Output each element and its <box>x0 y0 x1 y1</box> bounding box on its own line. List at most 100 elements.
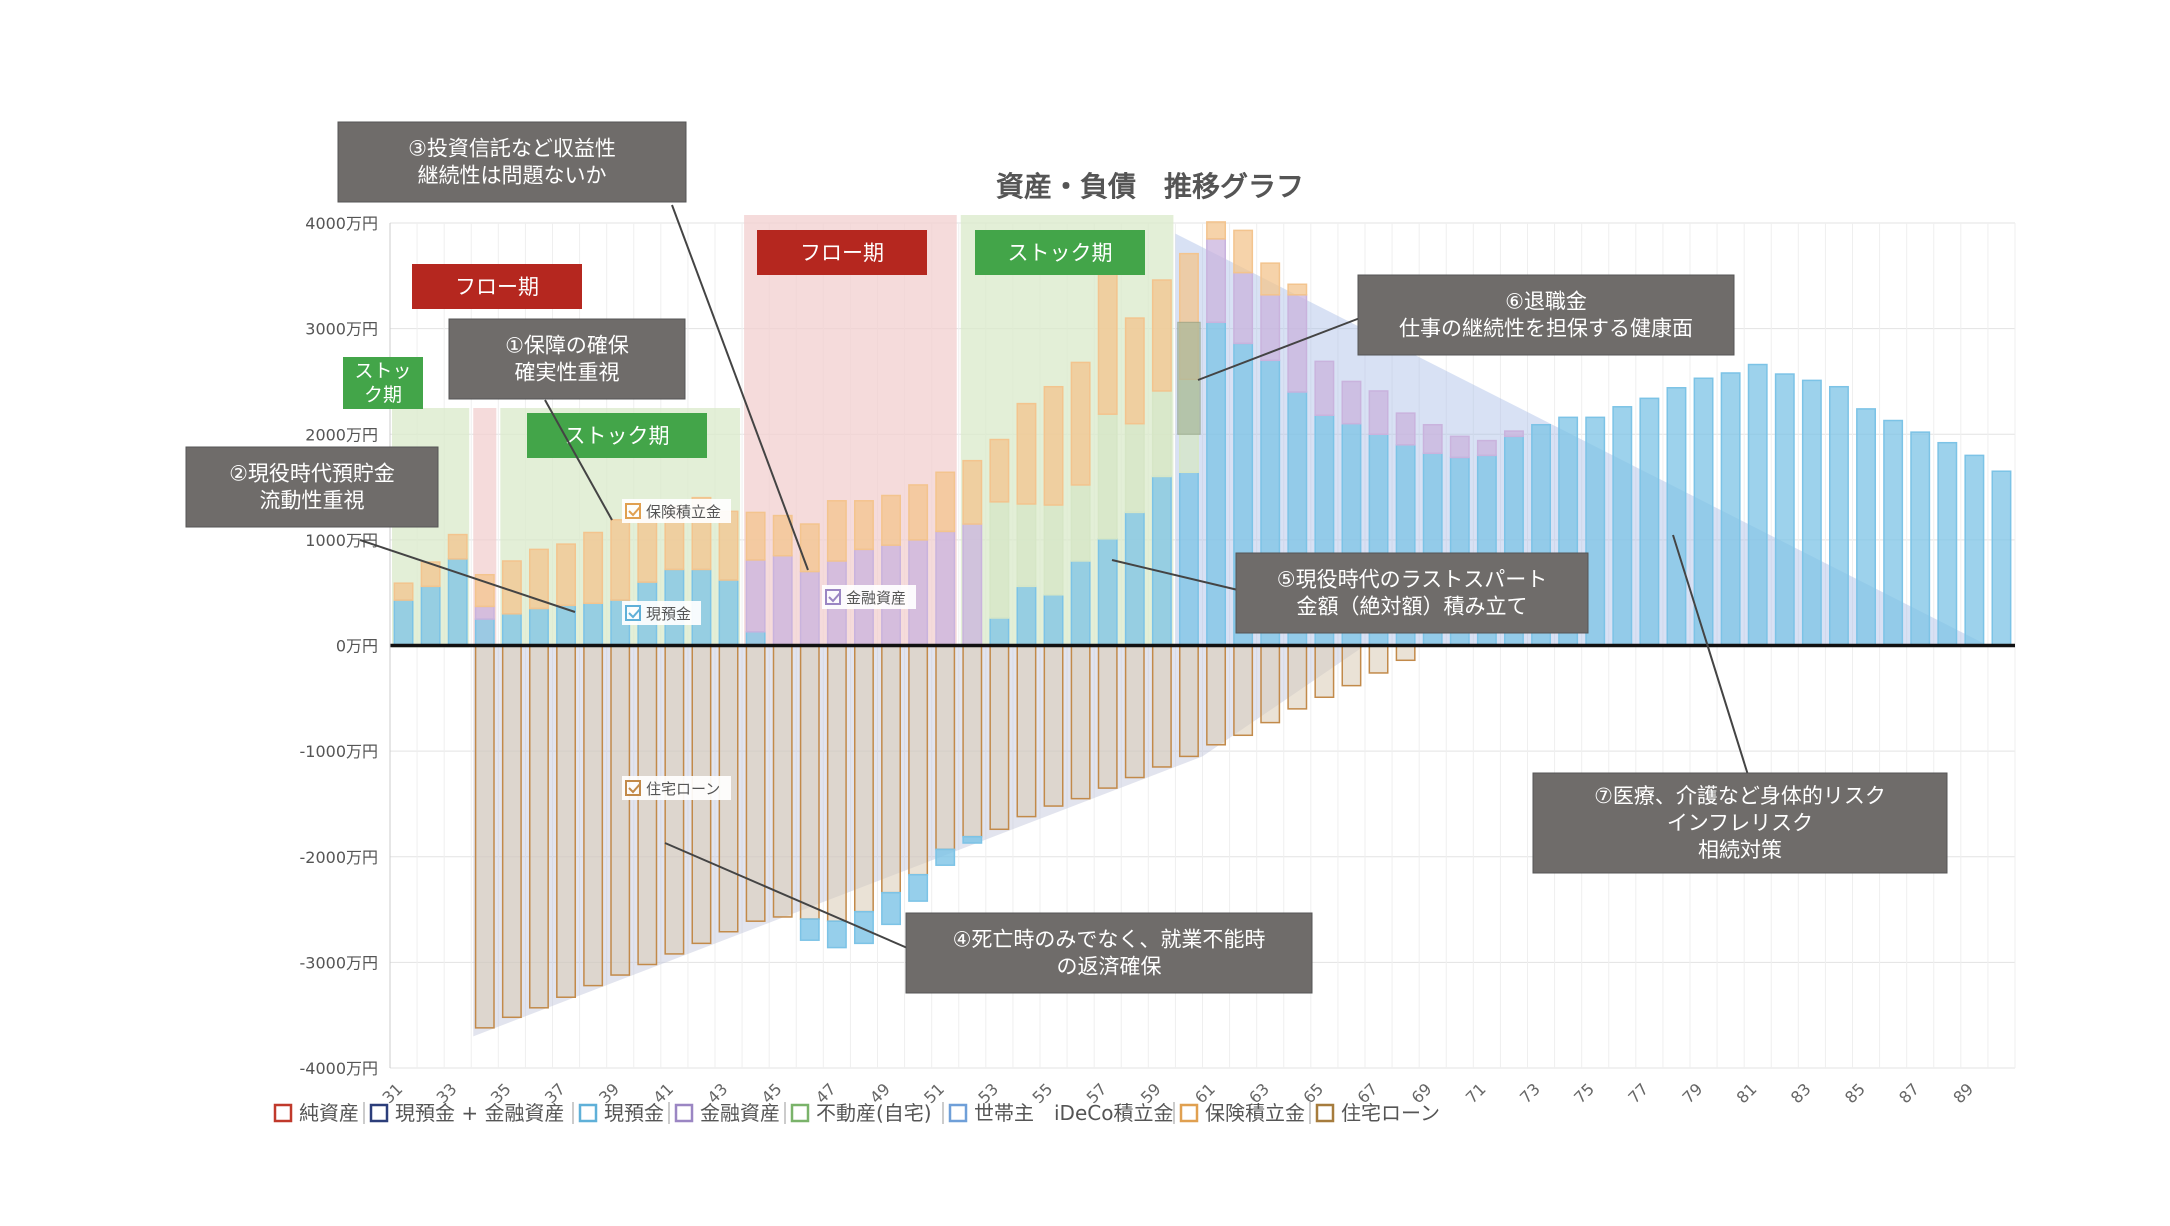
bar-現預金-88 <box>1937 441 1958 647</box>
y-tick-label: -1000万円 <box>300 742 379 761</box>
bar-不動産(自宅)-57 <box>1097 413 1118 540</box>
bar-現預金-34 <box>474 618 495 647</box>
bar-住宅ローン-45 <box>772 644 793 918</box>
bar-住宅ローン-53 <box>989 644 1010 831</box>
svg-text:現預金 + 金融資産: 現預金 + 金融資産 <box>395 1101 564 1125</box>
bar-金融資産-45 <box>772 554 793 647</box>
stock-phase-tag-3: ストック期 <box>975 230 1145 275</box>
flow-phase-tag-1: フロー期 <box>412 264 582 309</box>
bar-現預金-76 <box>1612 406 1633 647</box>
bar-金融資産-34 <box>474 605 495 620</box>
bar-金融資産-65 <box>1314 360 1335 416</box>
svg-text:現預金: 現預金 <box>646 605 691 623</box>
bar-住宅ローン-56 <box>1070 644 1091 800</box>
svg-text:①保障の確保: ①保障の確保 <box>505 334 629 358</box>
bar-住宅ローン-65 <box>1314 644 1335 699</box>
bar-保険積立金-32 <box>420 561 441 588</box>
legend-item: 世帯主 iDeCo積立金 <box>948 1101 1175 1125</box>
svg-text:流動性重視: 流動性重視 <box>260 489 365 513</box>
bar-住宅ローン-60 <box>1179 644 1199 758</box>
bar-金融資産(借方)-52 <box>962 835 983 844</box>
bar-住宅ローン-34 <box>474 644 495 1029</box>
legend-item: 不動産(自宅) <box>790 1101 944 1125</box>
bar-住宅ローン-54 <box>1016 644 1037 818</box>
x-tick-label: 75 <box>1570 1079 1598 1107</box>
bar-保険積立金-44 <box>745 511 766 561</box>
bar-保険積立金-56 <box>1070 361 1091 486</box>
bar-金融資産(借方)-48 <box>854 910 874 945</box>
x-tick-label: 73 <box>1516 1079 1544 1107</box>
svg-text:住宅ローン: 住宅ローン <box>646 780 720 798</box>
legend-item: 現預金 + 金融資産 <box>369 1101 574 1125</box>
svg-text:保険積立金: 保険積立金 <box>646 503 721 521</box>
bar-住宅ローン-57 <box>1097 644 1118 789</box>
x-tick-label: 89 <box>1949 1079 1977 1107</box>
svg-text:ストック期: ストック期 <box>1008 241 1113 265</box>
bar-現預金-54 <box>1016 585 1037 647</box>
bar-現預金-87 <box>1910 431 1931 647</box>
bar-住宅ローン-62 <box>1233 644 1254 737</box>
label-hoken-chip: 保険積立金 <box>622 499 731 523</box>
bar-現預金-57 <box>1097 538 1118 647</box>
y-tick-label: 2000万円 <box>305 425 378 444</box>
legend-item: 保険積立金 <box>1179 1101 1311 1125</box>
bar-不動産(自宅)-54 <box>1016 503 1037 588</box>
chart-title: 資産・負債 推移グラフ <box>996 170 1304 203</box>
bar-現預金-31 <box>393 599 414 647</box>
bar-不動産(自宅)-56 <box>1070 484 1091 562</box>
bar-保険積立金-58 <box>1124 317 1145 425</box>
bar-住宅ローン-52 <box>962 644 983 838</box>
bar-保険積立金-55 <box>1043 385 1064 506</box>
bar-金融資産(借方)-51 <box>935 848 956 866</box>
bar-現預金-53 <box>989 617 1010 647</box>
bar-現預金-55 <box>1043 594 1064 647</box>
svg-text:現預金: 現預金 <box>604 1101 664 1125</box>
bar-金融資産(借方)-47 <box>826 920 847 949</box>
flow-phase-tag-2: フロー期 <box>757 230 927 275</box>
svg-text:インフレリスク: インフレリスク <box>1667 811 1813 835</box>
svg-text:金融資産: 金融資産 <box>846 589 906 607</box>
y-tick-label: -2000万円 <box>300 848 379 867</box>
bar-金融資産(借方)-49 <box>881 891 901 926</box>
x-tick-label: 79 <box>1679 1079 1707 1107</box>
bar-現預金-77 <box>1639 397 1660 647</box>
bar-住宅ローン-64 <box>1287 644 1308 710</box>
bar-金融資産-51 <box>935 530 956 647</box>
bar-現預金-89 <box>1964 454 1985 647</box>
bar-金融資産-46 <box>799 570 820 647</box>
bar-金融資産-67 <box>1368 390 1389 436</box>
svg-text:世帯主 iDeCo積立金: 世帯主 iDeCo積立金 <box>974 1101 1173 1125</box>
svg-text:不動産(自宅): 不動産(自宅) <box>816 1101 932 1125</box>
bar-不動産(自宅)-53 <box>989 501 1010 619</box>
x-tick-label: 81 <box>1733 1079 1761 1107</box>
svg-text:②現役時代預貯金: ②現役時代預貯金 <box>229 462 395 486</box>
bar-保険積立金-37 <box>556 543 576 607</box>
bar-現預金-56 <box>1070 560 1091 647</box>
leader-c1 <box>544 399 613 521</box>
bar-保険積立金-36 <box>529 548 549 610</box>
svg-text:純資産: 純資産 <box>299 1101 359 1125</box>
leader-c2 <box>359 539 576 613</box>
bar-住宅ローン-55 <box>1043 644 1064 807</box>
bar-住宅ローン-51 <box>935 644 956 851</box>
bar-金融資産-69 <box>1422 423 1443 455</box>
bar-住宅ローン-66 <box>1341 644 1362 687</box>
svg-text:④死亡時のみでなく、就業不能時: ④死亡時のみでなく、就業不能時 <box>953 928 1266 952</box>
svg-text:住宅ローン: 住宅ローン <box>1341 1101 1440 1125</box>
bar-金融資産(借方)-50 <box>908 873 929 902</box>
bar-住宅ローン-67 <box>1368 644 1389 674</box>
bar-保険積立金-54 <box>1016 402 1037 505</box>
x-tick-label: 87 <box>1895 1079 1923 1107</box>
svg-text:金融資産: 金融資産 <box>700 1101 780 1125</box>
bar-住宅ローン-39 <box>610 644 631 976</box>
bar-金融資産-66 <box>1341 380 1362 425</box>
bar-保険積立金-49 <box>881 494 901 546</box>
bar-現預金-36 <box>529 607 549 647</box>
